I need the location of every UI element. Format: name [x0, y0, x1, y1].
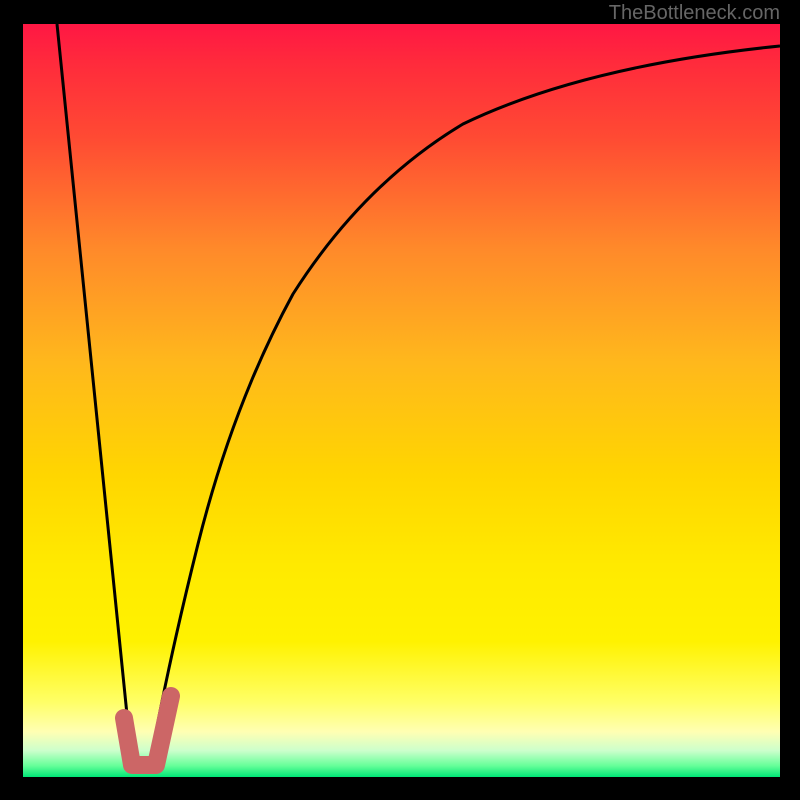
chart-axes-frame	[20, 24, 780, 780]
watermark-text: TheBottleneck.com	[609, 2, 780, 25]
